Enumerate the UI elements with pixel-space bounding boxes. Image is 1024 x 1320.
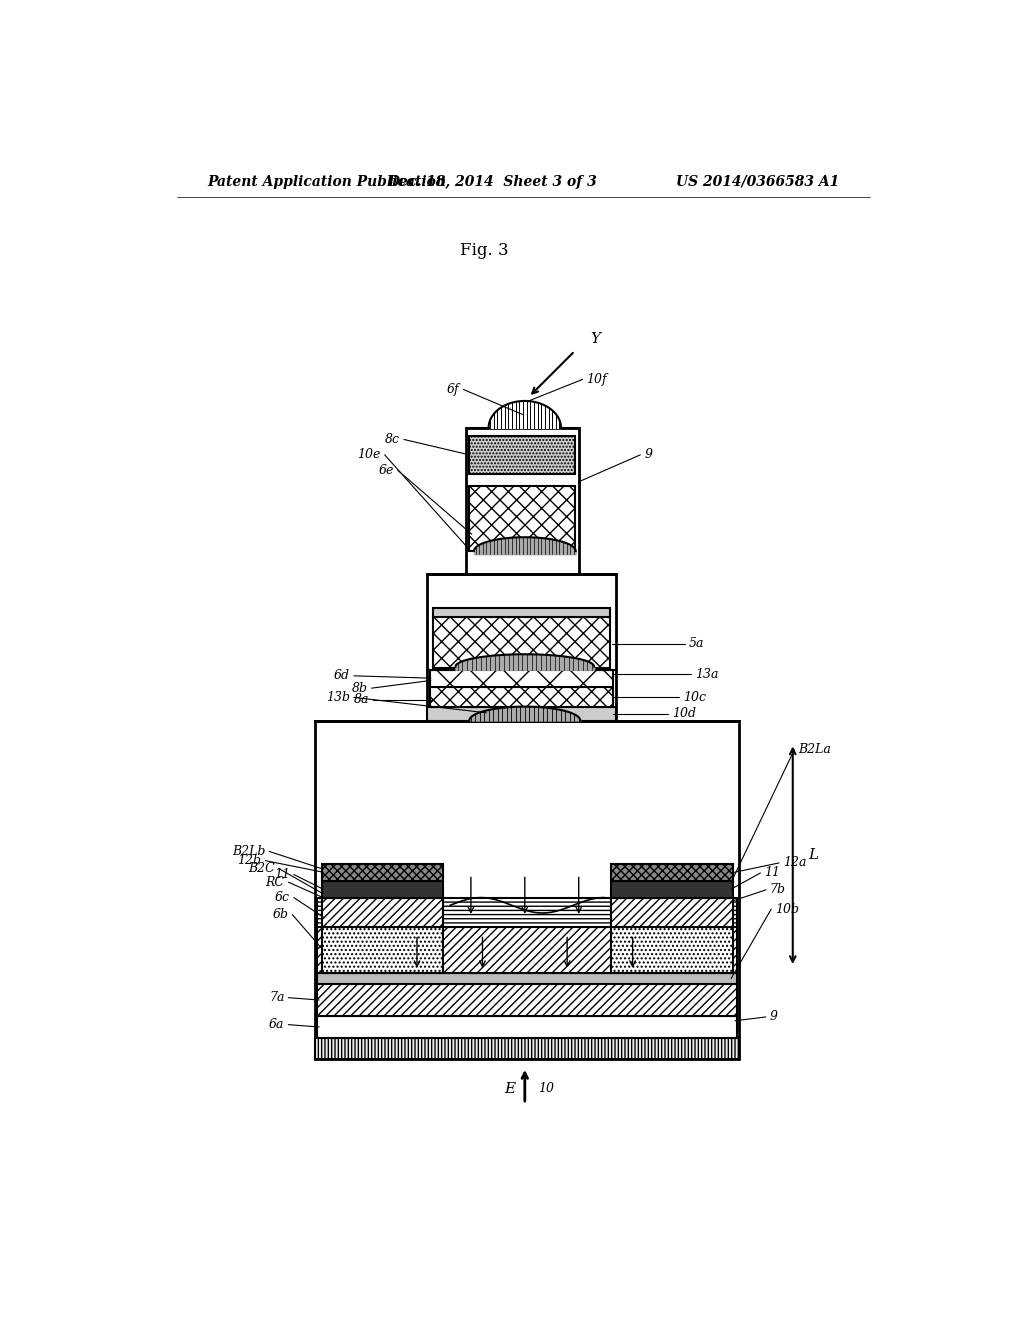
Text: 8a: 8a (353, 693, 370, 706)
Text: 10d: 10d (672, 708, 696, 721)
Text: 9: 9 (644, 449, 652, 462)
Text: Patent Application Publication: Patent Application Publication (208, 174, 446, 189)
Bar (315, 1038, 739, 1059)
Bar (316, 1016, 737, 1038)
Text: B2La: B2La (798, 743, 831, 756)
Bar (322, 927, 443, 973)
Bar (469, 436, 574, 474)
Text: 6a: 6a (269, 1018, 285, 1031)
Text: 11: 11 (764, 866, 780, 879)
Text: E: E (504, 1081, 515, 1096)
Bar (430, 669, 612, 686)
Bar (427, 706, 615, 721)
Bar (316, 927, 737, 973)
Text: 6f: 6f (446, 383, 460, 396)
Text: 6c: 6c (275, 891, 290, 904)
Text: 12b: 12b (238, 854, 261, 867)
Bar (322, 880, 443, 898)
Bar (611, 863, 733, 880)
Bar (316, 898, 737, 927)
Text: 13a: 13a (695, 668, 719, 681)
Bar (316, 983, 737, 1016)
Bar (322, 898, 443, 927)
Text: 6d: 6d (334, 669, 350, 682)
Text: RC: RC (265, 875, 285, 888)
Text: 6e: 6e (379, 463, 394, 477)
Bar (433, 618, 609, 668)
Bar (611, 898, 733, 927)
Text: B2Lb: B2Lb (231, 845, 265, 858)
Bar (316, 973, 737, 983)
Text: 8b: 8b (351, 681, 368, 694)
Text: 8c: 8c (385, 433, 400, 446)
Text: 7a: 7a (269, 991, 285, 1005)
Text: 5a: 5a (689, 638, 705, 649)
Text: L: L (808, 849, 818, 862)
Text: 6b: 6b (272, 908, 289, 921)
Text: Y: Y (590, 333, 600, 346)
Bar (433, 609, 609, 618)
Text: US 2014/0366583 A1: US 2014/0366583 A1 (676, 174, 839, 189)
Text: 13b: 13b (326, 690, 350, 704)
Text: 10c: 10c (683, 690, 706, 704)
Text: 10e: 10e (357, 449, 381, 462)
Text: 10: 10 (539, 1082, 554, 1096)
Text: 10f: 10f (587, 372, 607, 385)
Text: Dec. 18, 2014  Sheet 3 of 3: Dec. 18, 2014 Sheet 3 of 3 (388, 174, 597, 189)
Bar (315, 721, 739, 1059)
Text: 11: 11 (274, 869, 290, 880)
Text: Fig. 3: Fig. 3 (461, 243, 509, 259)
Text: 10b: 10b (775, 903, 799, 916)
Text: B2C: B2C (248, 862, 274, 875)
Bar (427, 574, 615, 721)
Text: 9: 9 (770, 1010, 777, 1023)
Bar (611, 927, 733, 973)
Bar (466, 428, 579, 574)
Bar (322, 863, 443, 880)
Text: 12a: 12a (782, 857, 806, 870)
Text: 7b: 7b (770, 883, 785, 896)
Bar (611, 880, 733, 898)
Bar (430, 686, 612, 706)
Bar (469, 486, 574, 552)
